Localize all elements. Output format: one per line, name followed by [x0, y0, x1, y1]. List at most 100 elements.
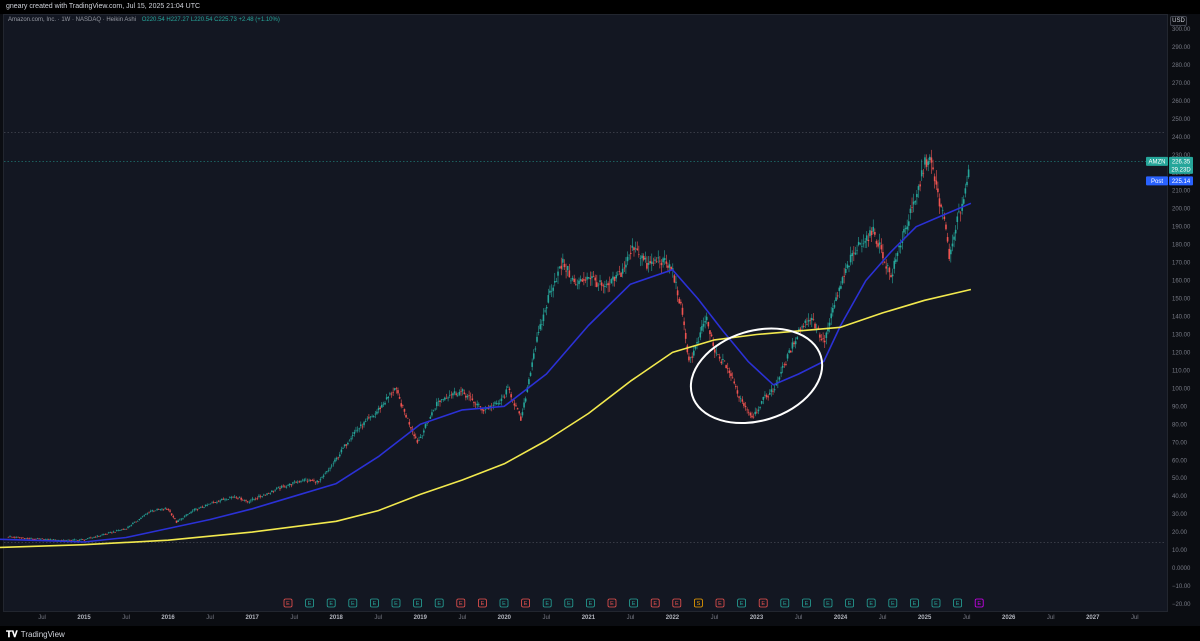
candle-body — [693, 350, 695, 356]
moving-average-fast-line[interactable] — [0, 202, 972, 543]
candle-body — [650, 261, 653, 264]
earnings-marker[interactable]: E — [521, 598, 530, 608]
y-tick-label: 110.00 — [1172, 368, 1191, 374]
candle-body — [591, 276, 593, 279]
candle-body — [99, 535, 102, 537]
candle-body — [408, 422, 411, 425]
earnings-marker[interactable]: E — [974, 598, 984, 608]
candle-body — [794, 341, 797, 345]
candle-body — [372, 416, 375, 418]
candle-body — [565, 270, 567, 272]
earnings-marker[interactable]: E — [888, 598, 898, 608]
earnings-marker[interactable]: E — [802, 598, 811, 608]
earnings-marker[interactable]: E — [715, 598, 725, 608]
candle-body — [773, 389, 776, 391]
candle-body — [828, 322, 831, 326]
earnings-marker[interactable]: E — [586, 598, 595, 608]
earnings-marker[interactable]: E — [564, 598, 574, 608]
earnings-marker[interactable]: S — [694, 598, 703, 608]
earnings-marker[interactable]: E — [866, 598, 876, 608]
candle-body — [663, 258, 666, 261]
candle-body — [760, 401, 763, 404]
candle-body — [290, 484, 293, 486]
candle-body — [130, 525, 133, 526]
candle-body — [574, 283, 577, 285]
earnings-marker[interactable]: E — [737, 598, 746, 608]
candle-body — [904, 228, 907, 230]
candle-body — [224, 499, 226, 501]
candle-body — [620, 272, 622, 277]
candle-body — [125, 528, 128, 530]
candle-body — [853, 252, 855, 254]
earnings-marker[interactable]: E — [542, 598, 552, 608]
candle-body — [377, 408, 380, 410]
candle-body — [259, 496, 262, 497]
candle-body — [423, 430, 425, 433]
earnings-marker[interactable]: E — [629, 598, 638, 608]
candle-body — [96, 535, 99, 537]
candle-body — [348, 440, 351, 442]
earnings-marker[interactable]: E — [391, 598, 401, 608]
candle-body — [83, 539, 86, 541]
earnings-marker[interactable]: E — [758, 598, 768, 608]
earnings-marker[interactable]: E — [305, 598, 315, 608]
ellipse-annotation[interactable] — [679, 313, 834, 438]
candle-body — [665, 261, 668, 264]
earnings-marker[interactable]: E — [369, 598, 379, 608]
chart-plot-area[interactable] — [3, 14, 1168, 612]
candle-body — [597, 284, 600, 286]
earnings-marker[interactable]: E — [499, 598, 509, 608]
tradingview-brand[interactable]: 𝐓𝐕 TradingView — [6, 629, 65, 640]
y-tick-label: 60.00 — [1172, 458, 1188, 464]
candle-body — [330, 465, 333, 467]
earnings-marker[interactable]: E — [780, 598, 790, 608]
post-market-badge[interactable]: Post 225.14 — [1146, 176, 1193, 186]
x-tick-label: 2019 — [414, 615, 428, 621]
earnings-marker[interactable]: E — [650, 598, 660, 608]
candle-body — [293, 481, 296, 483]
earnings-marker-label: E — [394, 601, 398, 607]
earnings-marker[interactable]: E — [348, 598, 358, 608]
candle-body — [636, 248, 639, 250]
candle-body — [854, 252, 857, 255]
earnings-marker[interactable]: E — [456, 598, 466, 608]
candle-body — [461, 389, 464, 392]
candle-body — [537, 332, 540, 333]
countdown-badge[interactable]: 29.23D — [1169, 164, 1193, 174]
earnings-marker[interactable]: E — [434, 598, 444, 608]
candle-body — [109, 532, 112, 533]
y-tick-label: 0.0000 — [1172, 566, 1191, 572]
candle-body — [662, 258, 664, 263]
earnings-marker[interactable]: E — [477, 598, 487, 608]
earnings-marker[interactable]: E — [845, 598, 854, 608]
earnings-marker[interactable]: E — [931, 598, 941, 608]
candle-body — [950, 249, 952, 255]
earnings-marker[interactable]: E — [607, 598, 617, 608]
candle-body — [870, 230, 873, 236]
x-tick-label: Jul — [627, 615, 635, 621]
candle-body — [93, 537, 95, 538]
currency-label[interactable]: USD — [1170, 16, 1187, 26]
earnings-marker[interactable]: E — [283, 598, 293, 608]
earnings-marker[interactable]: E — [672, 598, 682, 608]
earnings-marker[interactable]: E — [326, 598, 336, 608]
candle-body — [119, 530, 121, 531]
earnings-marker[interactable]: E — [823, 598, 833, 608]
candle-body — [615, 275, 618, 279]
candle-body — [570, 280, 572, 282]
candle-body — [376, 411, 378, 414]
moving-average-slow-line[interactable] — [0, 288, 972, 549]
ticker-price-badge[interactable]: AMZN 226.35 — [1146, 156, 1193, 166]
candle-body — [872, 226, 875, 232]
earnings-marker[interactable]: E — [413, 598, 423, 608]
candle-body — [925, 159, 928, 167]
candle-body — [342, 448, 344, 449]
candle-body — [369, 416, 372, 418]
earnings-marker-label: E — [891, 601, 895, 607]
earnings-marker[interactable]: E — [910, 598, 919, 608]
earnings-marker-label: E — [502, 601, 506, 607]
earnings-marker[interactable]: E — [953, 598, 962, 608]
candle-body — [114, 532, 116, 533]
candle-body — [295, 482, 297, 484]
